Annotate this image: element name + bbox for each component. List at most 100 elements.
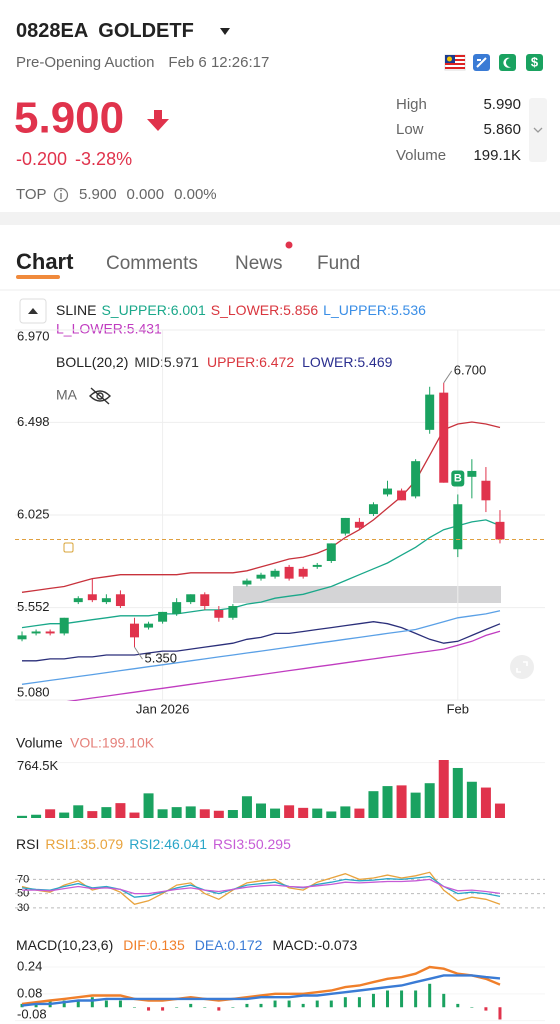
volume-bar [45,809,56,818]
macd-bar [442,993,446,1008]
l-upper: L_UPPER:5.536 [323,302,426,318]
volume-bar [256,803,266,818]
volume-bar [17,815,28,818]
volume-bar [466,781,477,818]
y-tick-label: 70 [17,873,29,885]
macd-bar [90,997,94,1008]
macd-bar [118,1000,122,1008]
high-label: High [396,96,427,113]
dropdown-icon[interactable] [220,28,230,35]
legend-entry: RSI3:50.295 [213,836,291,852]
volume-label: Volume [396,147,446,164]
candle-body [59,617,69,634]
candle-body [101,598,111,603]
macd-chart: MACD(10,23,6) DIF:0.135 DEA:0.172 MACD:-0.0… [15,937,545,1021]
macd-line [21,965,501,1006]
tab-underline [16,275,60,279]
boll: BOLL(20,2) [56,354,128,370]
night-icon[interactable] [499,54,516,71]
boll-lower: LOWER:5.469 [302,354,392,370]
macd-bar [484,1007,488,1011]
candle-body [73,598,83,603]
top-change: 0.000 [127,186,165,203]
tab-active[interactable]: Chart [16,249,74,274]
ma-label: MA [56,387,78,403]
reset-button[interactable] [510,655,534,679]
macd-bar [104,1000,108,1008]
macd-bar [62,1000,66,1008]
candle-body [467,470,477,477]
macd-bar [470,1007,474,1008]
change-line: -0.200 -3.28% [16,149,132,169]
candle-body [340,517,350,534]
section-separator [0,212,560,225]
tab[interactable]: Fund [317,253,360,274]
boll-upper: UPPER:6.472 [207,354,294,370]
y-tick-label: 0.08 [17,985,42,1000]
volume-bar [494,803,505,818]
rsi-line [22,878,501,895]
macd-bar [217,1007,221,1011]
y-tick-label: 6.498 [17,414,50,429]
candle-body [200,594,210,607]
low-label: Low [396,121,424,138]
currency-icon[interactable] [526,54,543,71]
volume-bar [452,767,463,818]
panel-title: MACD(10,23,6) [16,937,113,953]
candle-body [439,392,449,483]
candle-body [186,594,196,603]
time: Feb 6 12:26:17 [168,54,269,71]
macd-bar [76,1000,80,1008]
candle-body [397,490,407,501]
macd-bar [498,1007,502,1020]
annotation-leader [443,370,453,384]
tab[interactable]: News [235,253,283,274]
indicator-line [21,610,501,685]
volume-bar [438,760,449,818]
x-tick-label: Jan 2026 [136,701,190,716]
volume-bar [354,808,365,818]
macd-bar [287,1000,291,1008]
volume-bar [199,809,210,818]
candle-body [326,543,336,562]
candle-body [453,504,463,550]
volume-bar [185,806,196,818]
y-tick-label: 30 [17,902,29,914]
candle-body [354,521,364,528]
hide-icon[interactable] [89,387,111,405]
candle-body [495,521,505,540]
boll-legend: BOLL(20,2) MID:5.971 UPPER:6.472 LOWER:5.46… [56,354,393,370]
chevron [533,127,543,133]
y-tick-label: 5.080 [17,684,50,699]
volume-bar [143,793,154,818]
candle-body [228,606,238,618]
tab[interactable]: Comments [106,253,198,274]
event-marker [63,542,74,553]
volume-bar [101,807,112,818]
l-lower: L_LOWER:5.431 [56,321,162,337]
low-value: 5.860 [483,121,521,138]
y-tick-label: 6.025 [17,506,50,521]
volume-bar [396,785,407,818]
volume-value: 199.1K [473,147,521,164]
annotation: 5.350 [144,651,177,666]
candle-body [481,480,491,501]
moon-glyph [503,57,511,68]
expand-button[interactable] [529,98,547,162]
volume-bar [326,811,337,818]
macd-bar [231,1007,235,1008]
volume-bar [227,810,238,818]
y-tick-label: 0.24 [17,958,42,973]
info-icon[interactable] [53,187,69,203]
volume-bar [59,812,70,818]
candle-body [411,461,421,497]
y-tick-label: -0.08 [17,1006,47,1021]
title: 0828EA GOLDETF [16,20,194,42]
macd-bar [400,990,404,1008]
feature-icon-glyph [476,57,487,68]
collapse-glyph [28,308,38,314]
volume-bar [270,808,281,818]
legend-entry: DIF:0.135 [123,937,185,953]
change: -0.200 [16,149,67,169]
legend-entry: MACD:-0.073 [272,937,357,953]
